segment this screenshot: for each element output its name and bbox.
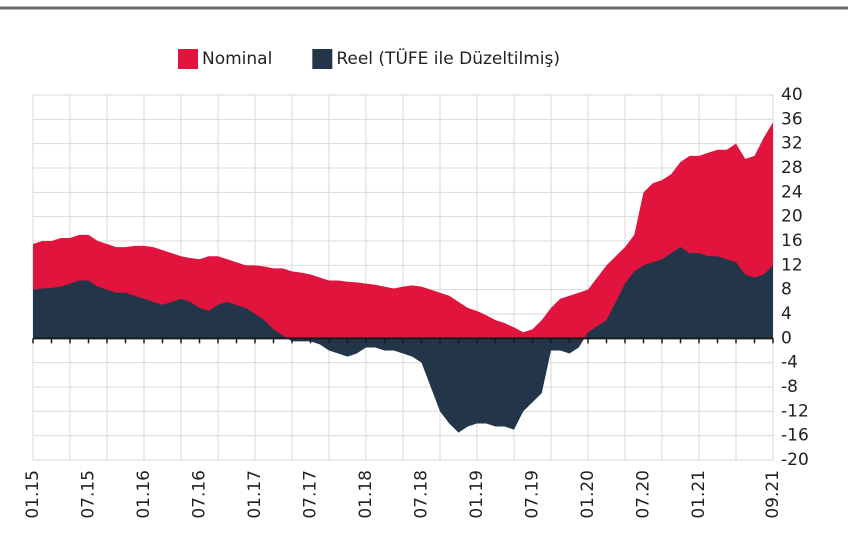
y-tick-label: 0 [781,328,792,348]
x-tick-label: 01.17 [245,470,265,519]
x-tick-label: 07.17 [301,470,321,519]
y-tick-label: 4 [781,304,792,324]
x-tick-label: 01.18 [356,470,376,519]
y-tick-label: 20 [781,207,803,227]
y-tick-label: 28 [781,158,803,178]
x-tick-label: 01.15 [23,470,43,519]
y-tick-label: 8 [781,280,792,300]
y-tick-label: -4 [781,353,798,373]
legend: Nominal Reel (TÜFE ile Düzeltilmiş) [178,47,560,69]
y-tick-label: 16 [781,231,803,251]
legend-label: Nominal [202,49,272,69]
y-tick-label: 24 [781,182,803,202]
x-tick-label: 01.21 [689,470,709,519]
y-tick-label: -20 [781,450,809,470]
y-tick-label: -16 [781,426,809,446]
y-tick-label: 36 [781,109,803,129]
y-tick-label: 12 [781,255,803,275]
x-tick-label: 01.20 [578,470,598,519]
legend-swatch [312,49,333,69]
area [33,122,773,339]
x-tick-label: 07.19 [523,470,543,519]
legend-swatch [178,49,198,69]
x-tick-label: 01.16 [134,470,154,519]
x-tick-label: 07.15 [79,470,99,519]
x-tick-label: 07.20 [634,470,654,519]
y-tick-label: -8 [781,377,798,397]
legend-label: Reel (TÜFE ile Düzeltilmiş) [336,47,560,69]
x-tick-label: 09.21 [763,470,783,519]
x-tick-label: 07.16 [190,470,210,519]
y-tick-label: 40 [781,85,803,105]
x-tick-label: 01.19 [467,470,487,519]
y-tick-label: -12 [781,401,809,421]
x-tick-label: 07.18 [412,470,432,519]
y-tick-label: 32 [781,134,803,154]
